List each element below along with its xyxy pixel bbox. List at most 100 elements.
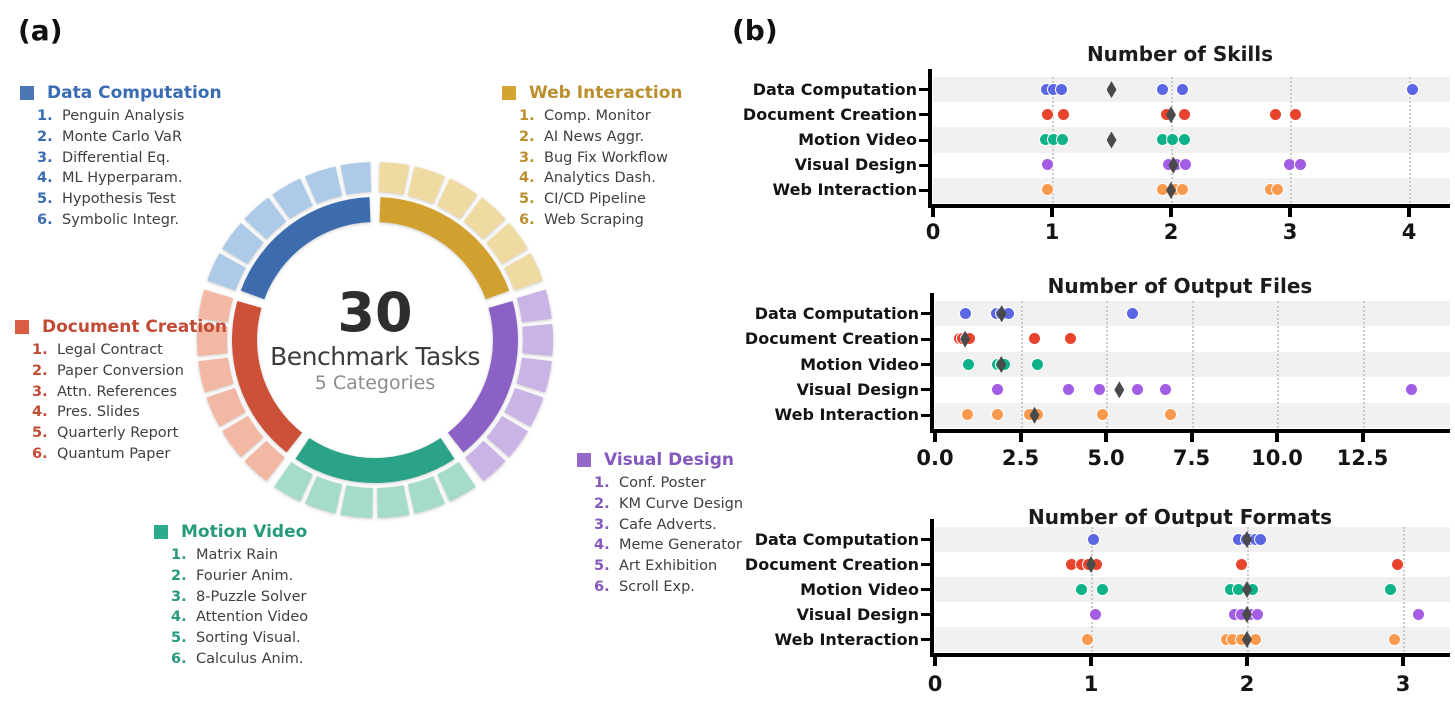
x-axis-spine [928, 204, 1450, 208]
strip-dot [1178, 107, 1192, 121]
strip-dot [1054, 82, 1068, 96]
legend-item-document-1: 1. Legal Contract [32, 340, 227, 361]
legend-item-label: Scroll Exp. [619, 578, 695, 595]
y-tick [919, 163, 928, 167]
legend-item-label: Attention Video [196, 609, 309, 626]
legend-item-number: 1. [37, 108, 53, 125]
donut-segment-data-6 [340, 162, 371, 195]
legend-item-number: 6. [32, 445, 48, 462]
legend-item-number: 6. [37, 211, 53, 228]
legend-item-label: Bug Fix Workflow [544, 149, 669, 166]
legend-item-label: Differential Eq. [62, 149, 171, 166]
legend-item-document-5: 5. Quarterly Report [32, 423, 227, 444]
gridline [1020, 301, 1023, 428]
x-tick-label: 10.0 [1251, 446, 1303, 470]
strip-dot [1383, 582, 1397, 596]
legend-item-label: Quantum Paper [57, 445, 171, 462]
row-band [933, 77, 1450, 103]
strip-dot [1092, 382, 1106, 396]
strip-dot [1096, 582, 1110, 596]
legend-block-motion: Motion Video 1. Matrix Rain 2. Fourier Anim.… [154, 521, 308, 669]
legend-header-motion: Motion Video [154, 521, 308, 543]
donut-segment-data-5 [305, 166, 343, 204]
legend-item-number: 2. [171, 568, 187, 585]
y-tick [921, 312, 930, 316]
y-category-label: Motion Video [800, 354, 919, 374]
donut-arc-visual [447, 301, 519, 453]
strip-dot [1080, 632, 1094, 646]
y-category-label: Visual Design [796, 379, 919, 399]
donut-segment-data-4 [272, 178, 313, 219]
legend-item-motion-2: 2. Fourier Anim. [171, 566, 308, 587]
legend-item-label: Legal Contract [57, 342, 163, 359]
legend-item-number: 5. [519, 191, 535, 208]
x-tick [1401, 657, 1405, 666]
legend-header-web: Web Interaction [502, 82, 683, 104]
legend-item-number: 6. [594, 578, 610, 595]
legend-item-label: Comp. Monitor [544, 108, 651, 125]
legend-swatch-document [15, 320, 29, 334]
donut-total-count: 30 [337, 281, 413, 344]
x-tick [1018, 433, 1023, 442]
y-axis-spine [930, 519, 934, 654]
legend-item-label: Web Scraping [544, 211, 644, 228]
gridline [1277, 301, 1279, 428]
legend-item-label: Attn. References [57, 383, 178, 400]
strip-dot [1064, 332, 1078, 346]
x-tick [1275, 433, 1279, 442]
legend-item-number: 3. [594, 516, 610, 533]
strip-dot [1178, 133, 1192, 146]
x-tick-label: 0 [927, 672, 943, 696]
legend-item-data-1: 1. Penguin Analysis [37, 106, 222, 127]
median-diamond [1166, 106, 1176, 124]
legend-item-label: Monte Carlo VaR [62, 129, 183, 146]
donut-arc-document [231, 301, 303, 453]
row-band [933, 127, 1450, 153]
legend-item-label: Symbolic Integr. [62, 211, 180, 228]
donut-segment-document-1 [244, 440, 285, 482]
x-tick-label: 2 [1239, 672, 1255, 696]
donut-center: 30 Benchmark Tasks 5 Categories [165, 281, 585, 395]
median-diamond [960, 330, 971, 348]
donut-segment-web-6 [504, 253, 543, 291]
y-category-label: Visual Design [794, 155, 917, 175]
donut-segment-visual-6 [465, 440, 506, 482]
legend-item-label: Matrix Rain [196, 547, 279, 564]
strip-dot [1130, 382, 1144, 396]
strip-dot [990, 382, 1004, 396]
x-tick-label: 3 [1395, 672, 1411, 696]
x-tick-label: 7.5 [1172, 446, 1211, 470]
gridline [1362, 301, 1365, 428]
legend-item-visual-3: 3. Cafe Adverts. [594, 514, 743, 535]
donut-segment-web-3 [437, 178, 478, 219]
y-tick [921, 363, 930, 366]
strip-dot [1159, 382, 1173, 396]
legend-items-visual: 1. Conf. Poster 2. KM Curve Design 3. Cafe Ad… [594, 473, 743, 597]
legend-item-label: Paper Conversion [57, 363, 184, 380]
median-diamond [1242, 631, 1252, 648]
row-band [935, 627, 1450, 652]
legend-item-data-4: 4. ML Hyperparam. [37, 168, 222, 189]
legend-item-label: Fourier Anim. [196, 568, 294, 585]
strip-dot [990, 408, 1004, 422]
donut-segment-visual-4 [504, 387, 544, 427]
panel-b-label: (b) [732, 14, 778, 47]
legend-item-label: Meme Generator [619, 537, 742, 554]
legend-item-number: 5. [32, 425, 48, 442]
legend-title-data: Data Computation [47, 83, 222, 103]
gridline [1191, 301, 1194, 428]
strip-dot [1027, 332, 1041, 346]
legend-item-number: 1. [32, 342, 48, 359]
legend-item-motion-4: 4. Attention Video [171, 607, 308, 628]
y-tick [919, 88, 928, 92]
legend-item-number: 2. [32, 363, 48, 380]
chart-title: Number of Output Files [1047, 274, 1313, 298]
y-axis-spine [930, 293, 934, 430]
legend-item-number: 4. [171, 609, 187, 626]
strip-dot [959, 306, 973, 320]
gridline [1409, 77, 1411, 203]
donut-segment-motion-3 [377, 485, 410, 518]
legend-item-document-4: 4. Pres. Slides [32, 402, 227, 423]
y-tick [921, 538, 930, 541]
legend-item-number: 6. [519, 211, 535, 228]
